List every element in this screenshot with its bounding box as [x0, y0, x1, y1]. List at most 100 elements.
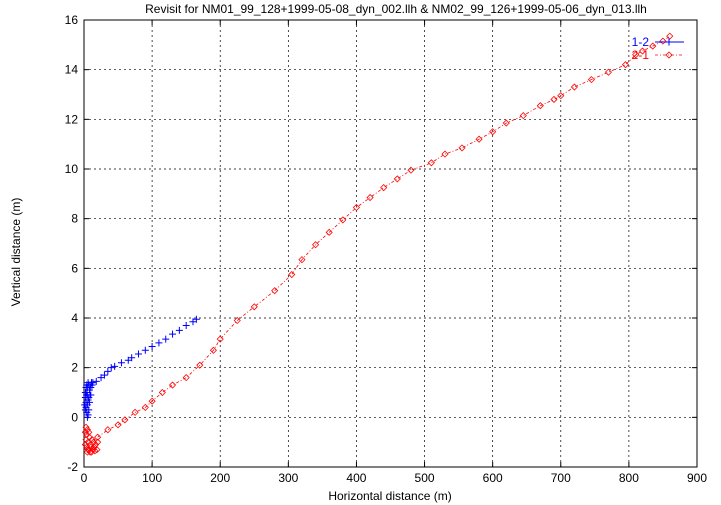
- data-point: [441, 150, 449, 158]
- data-point: [158, 388, 166, 397]
- x-tick-label: 100: [142, 471, 162, 485]
- data-point: [271, 287, 279, 295]
- data-point: [155, 339, 163, 347]
- data-point: [85, 398, 93, 406]
- plot-frame: [83, 19, 698, 468]
- data-point: [659, 37, 667, 45]
- data-point: [85, 428, 93, 436]
- x-tick-label: 400: [346, 471, 366, 485]
- y-tick-label: 2: [71, 361, 78, 375]
- data-point: [216, 335, 224, 343]
- data-point: [339, 216, 347, 224]
- data-point: [427, 159, 435, 167]
- data-point: [134, 350, 142, 358]
- x-tick-label: 500: [415, 471, 435, 485]
- data-point: [536, 102, 544, 110]
- data-point: [489, 128, 497, 136]
- series-line: [97, 35, 671, 438]
- data-point: [131, 408, 139, 416]
- chart-title: Revisit for NM01_99_128+1999-05-08_dyn_0…: [145, 2, 647, 16]
- data-point: [93, 446, 101, 454]
- data-point: [83, 431, 91, 439]
- x-tick-label: 300: [278, 471, 298, 485]
- data-point: [92, 377, 100, 385]
- y-tick-label: 4: [71, 311, 78, 325]
- data-point: [117, 359, 125, 367]
- data-point: [182, 374, 190, 382]
- data-point: [298, 256, 306, 264]
- data-point: [148, 343, 156, 351]
- data-point: [380, 184, 388, 192]
- data-point: [85, 406, 93, 414]
- data-point: [111, 362, 119, 370]
- data-point: [169, 330, 177, 338]
- data-point: [107, 364, 115, 372]
- data-point: [570, 83, 578, 91]
- data-point: [89, 379, 97, 387]
- data-point: [621, 61, 630, 69]
- axis-ticks: 0 100 200 300 400 500 600 700 800 900-20246810121…: [65, 13, 708, 485]
- data-point: [87, 448, 96, 456]
- y-tick-label: 14: [65, 63, 79, 77]
- series-2-1: [81, 32, 674, 456]
- data-point: [94, 433, 102, 441]
- data-point: [104, 367, 112, 375]
- data-point: [666, 32, 674, 40]
- data-point: [83, 391, 91, 399]
- data-point: [100, 371, 108, 379]
- data-point: [162, 335, 170, 343]
- data-point: [366, 193, 374, 202]
- data-point: [84, 411, 92, 419]
- data-point: [82, 384, 90, 392]
- data-point: [649, 42, 657, 50]
- data-point: [114, 421, 122, 429]
- data-point: [209, 346, 217, 354]
- y-tick-label: 6: [71, 261, 78, 275]
- x-tick-label: 0: [81, 471, 88, 485]
- legend: 1-22-1: [632, 35, 684, 62]
- data-point: [89, 438, 98, 446]
- y-tick-label: 16: [65, 13, 79, 27]
- legend-label: 1-2: [632, 35, 650, 49]
- data-point: [550, 95, 558, 104]
- series-1-2: [81, 315, 200, 421]
- data-point: [458, 144, 466, 152]
- y-tick-label: 8: [71, 212, 78, 226]
- data-point: [519, 112, 527, 120]
- data-point: [141, 403, 149, 411]
- data-point: [233, 316, 241, 325]
- x-tick-label: 800: [619, 471, 639, 485]
- data-point: [182, 321, 190, 329]
- data-point: [121, 416, 129, 424]
- data-point: [175, 326, 183, 334]
- data-point: [81, 441, 89, 449]
- data-point: [128, 354, 136, 362]
- data-point: [82, 423, 90, 431]
- data-point: [665, 51, 673, 59]
- data-point: [587, 76, 595, 84]
- data-point: [91, 447, 99, 455]
- data-point: [325, 228, 333, 236]
- data-point: [312, 241, 320, 249]
- data-point: [250, 303, 258, 311]
- legend-label: 2-1: [632, 48, 650, 62]
- y-tick-label: 12: [65, 112, 79, 126]
- data-point: [83, 426, 91, 434]
- data-point: [148, 397, 156, 405]
- data-point: [288, 270, 296, 279]
- data-point: [81, 428, 89, 436]
- x-tick-label: 600: [483, 471, 503, 485]
- data-point: [88, 436, 96, 444]
- data-point: [638, 47, 647, 55]
- y-tick-label: -2: [67, 460, 78, 474]
- data-point: [632, 51, 640, 59]
- data-point: [604, 68, 613, 76]
- data-point: [502, 119, 510, 127]
- x-tick-label: 200: [210, 471, 230, 485]
- data-point: [196, 361, 204, 369]
- data-point: [141, 346, 149, 354]
- x-tick-label: 900: [687, 471, 707, 485]
- data-point: [557, 92, 565, 100]
- data-point: [104, 426, 112, 434]
